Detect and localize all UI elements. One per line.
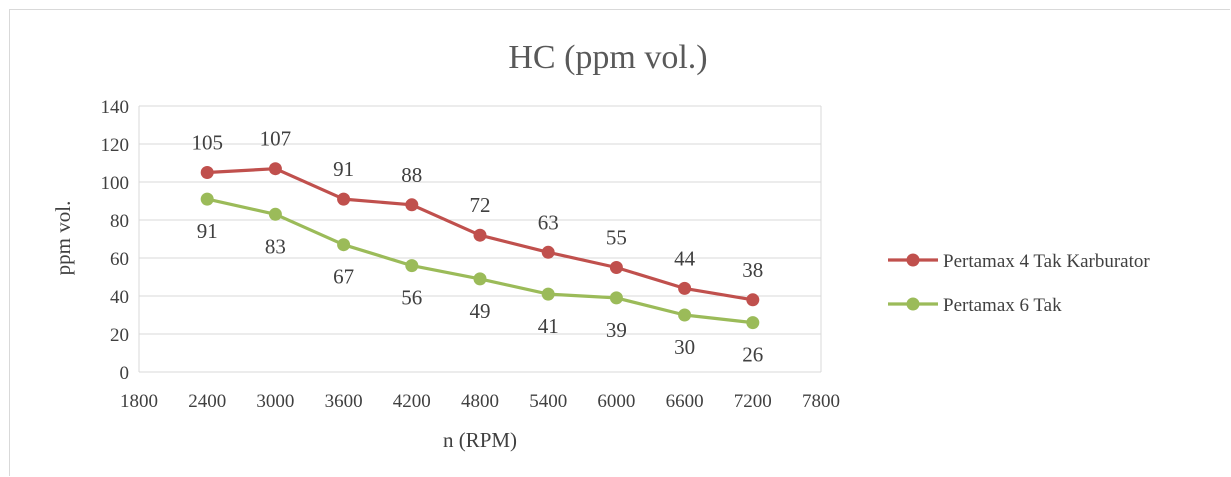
y-tick-label: 120 — [101, 135, 130, 156]
data-point — [269, 208, 282, 221]
legend-marker — [907, 298, 920, 311]
legend-label: Pertamax 4 Tak Karburator — [943, 251, 1150, 272]
data-point — [474, 229, 487, 242]
data-label: 41 — [538, 314, 559, 338]
x-tick-label: 1800 — [120, 391, 158, 412]
x-axis-title: n (RPM) — [443, 428, 517, 452]
data-point — [610, 261, 623, 274]
y-tick-label: 60 — [110, 249, 129, 270]
x-tick-label: 2400 — [188, 391, 226, 412]
data-label: 67 — [333, 265, 354, 289]
data-point — [201, 166, 214, 179]
data-label: 88 — [401, 163, 422, 187]
x-tick-label: 7200 — [734, 391, 772, 412]
data-point — [542, 246, 555, 259]
legend-marker — [907, 254, 920, 267]
data-label: 26 — [742, 343, 763, 367]
data-point — [610, 291, 623, 304]
x-tick-label: 7800 — [802, 391, 840, 412]
data-label: 56 — [401, 286, 422, 310]
y-tick-label: 0 — [120, 363, 130, 384]
x-axis-ticks: 1800 2400 3000 3600 4200 4800 5400 6000 6600 7200… — [120, 391, 840, 412]
y-tick-label: 100 — [101, 173, 130, 194]
data-label: 38 — [742, 258, 763, 282]
data-label: 55 — [606, 226, 627, 250]
data-point — [405, 259, 418, 272]
data-label: 83 — [265, 234, 286, 258]
data-label: 105 — [191, 131, 223, 155]
data-label: 72 — [470, 193, 491, 217]
data-point — [337, 238, 350, 251]
data-point — [678, 309, 691, 322]
data-point — [746, 293, 759, 306]
data-label: 63 — [538, 210, 559, 234]
chart-title: HC (ppm vol.) — [508, 39, 707, 76]
data-label: 39 — [606, 318, 627, 342]
data-point — [746, 316, 759, 329]
legend-label: Pertamax 6 Tak — [943, 295, 1062, 316]
x-tick-label: 4800 — [461, 391, 499, 412]
data-label: 44 — [674, 246, 696, 270]
data-point — [201, 193, 214, 206]
x-tick-label: 5400 — [529, 391, 567, 412]
x-tick-label: 4200 — [393, 391, 431, 412]
y-tick-label: 20 — [110, 325, 129, 346]
data-point — [337, 193, 350, 206]
data-point — [405, 198, 418, 211]
data-point — [269, 162, 282, 175]
data-label: 30 — [674, 335, 695, 359]
y-tick-label: 80 — [110, 211, 129, 232]
data-point — [678, 282, 691, 295]
data-label: 107 — [260, 127, 292, 151]
x-tick-label: 3000 — [256, 391, 294, 412]
x-tick-label: 6000 — [597, 391, 635, 412]
y-axis-title: ppm vol. — [51, 201, 75, 276]
y-tick-label: 140 — [101, 97, 130, 118]
y-axis-ticks: 0 20 40 60 80 100 120 140 — [101, 97, 130, 384]
x-tick-label: 6600 — [666, 391, 704, 412]
data-point — [474, 272, 487, 285]
data-label: 49 — [470, 299, 491, 323]
data-label: 91 — [197, 219, 218, 243]
x-tick-label: 3600 — [325, 391, 363, 412]
legend: Pertamax 4 Tak Karburator Pertamax 6 Tak — [888, 251, 1150, 316]
data-label: 91 — [333, 157, 354, 181]
data-point — [542, 288, 555, 301]
y-tick-label: 40 — [110, 287, 129, 308]
